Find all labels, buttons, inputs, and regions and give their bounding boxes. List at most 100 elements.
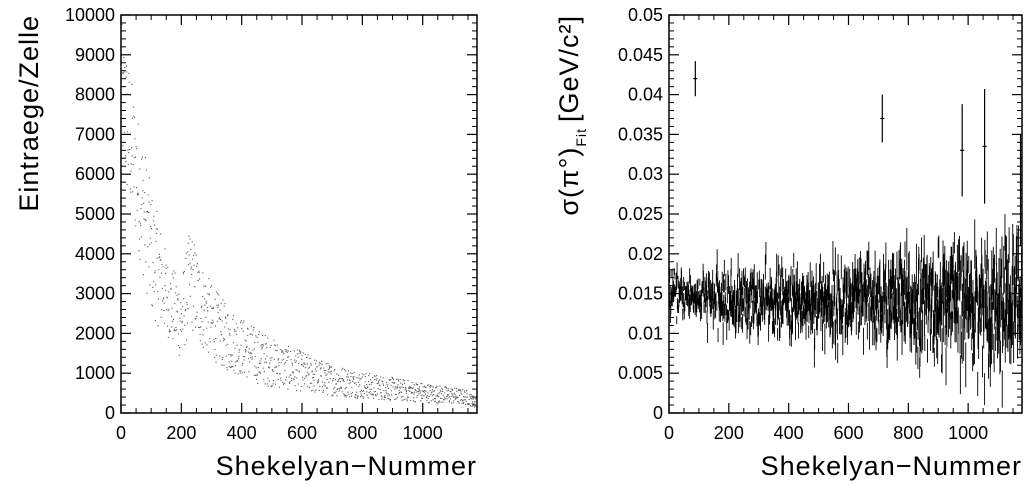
data-point [302, 352, 304, 354]
data-point [219, 309, 221, 311]
data-point [143, 211, 145, 213]
data-point [427, 402, 430, 404]
data-point [330, 366, 332, 368]
data-point [265, 358, 267, 360]
data-point [428, 401, 430, 403]
data-point [389, 379, 391, 381]
x-axis-label: Shekelyan−Nummer [216, 451, 477, 481]
y-label-unit: [GeV/c²] [554, 15, 584, 122]
data-point [246, 376, 248, 378]
plot-frame [668, 14, 1023, 414]
data-point [350, 393, 352, 395]
data-point [401, 399, 403, 401]
data-point [166, 297, 168, 299]
data-point [290, 380, 293, 382]
data-point [190, 266, 192, 268]
data-point [316, 365, 318, 368]
data-point [224, 303, 226, 305]
data-point [214, 356, 216, 359]
data-point [303, 362, 305, 364]
data-point [272, 383, 274, 385]
data-point [401, 383, 404, 385]
data-point [471, 403, 473, 405]
y-tick-label: 7000 [75, 124, 115, 144]
data-point [389, 399, 391, 401]
data-point [284, 361, 287, 363]
data-point [265, 342, 267, 345]
data-point [168, 291, 170, 293]
data-point [278, 362, 280, 364]
data-point [375, 379, 377, 381]
data-point [123, 131, 125, 133]
data-point [347, 376, 349, 378]
data-point [319, 361, 321, 363]
data-point [187, 242, 189, 244]
data-point [319, 385, 321, 387]
data-point [463, 399, 465, 401]
data-point [246, 327, 249, 329]
data-point [333, 370, 335, 372]
data-point [301, 364, 303, 366]
data-point [350, 372, 352, 374]
data-point [202, 334, 204, 336]
data-point [140, 236, 142, 238]
data-point [143, 202, 145, 204]
data-point [247, 328, 249, 330]
data-point [239, 349, 241, 351]
data-point [360, 389, 363, 391]
data-point [328, 365, 330, 367]
data-point [183, 270, 185, 273]
data-point [230, 354, 232, 356]
data-point [137, 123, 139, 125]
data-point [308, 387, 310, 389]
data-point [351, 387, 353, 389]
data-point [440, 390, 442, 393]
data-point [341, 391, 343, 393]
data-point [136, 194, 138, 196]
data-point [182, 328, 184, 330]
data-point [347, 391, 349, 393]
data-point [444, 398, 446, 400]
data-point [157, 228, 159, 230]
x-tick-label: 1000 [948, 423, 988, 443]
data-point [252, 329, 254, 331]
data-point [378, 398, 380, 400]
data-point [223, 305, 225, 307]
data-point [175, 286, 177, 288]
data-point [226, 369, 228, 371]
data-point [263, 371, 265, 373]
data-point [121, 72, 123, 74]
data-point [436, 394, 438, 396]
data-point [212, 319, 214, 321]
data-point [234, 372, 236, 374]
data-point [406, 390, 408, 392]
data-point [377, 380, 379, 382]
data-point [131, 117, 134, 119]
data-point [466, 393, 468, 395]
data-point [161, 287, 163, 289]
data-point [439, 389, 441, 391]
data-point [183, 298, 185, 300]
data-point [198, 278, 201, 280]
data-point [425, 386, 427, 389]
data-point [357, 397, 359, 399]
data-point [174, 303, 176, 305]
data-point [255, 335, 257, 337]
data-point [268, 380, 270, 382]
data-point [280, 362, 282, 364]
data-point [278, 386, 280, 388]
data-point [417, 387, 419, 390]
data-point [276, 349, 278, 351]
data-point [145, 169, 147, 171]
data-point [412, 392, 414, 394]
data-point [428, 384, 430, 386]
data-point [364, 387, 366, 389]
data-point [473, 406, 475, 408]
data-point [349, 396, 351, 398]
data-point [418, 393, 420, 395]
data-point [189, 295, 191, 297]
data-point [461, 402, 463, 404]
data-point [331, 366, 333, 368]
data-point [468, 394, 471, 396]
data-point [442, 401, 444, 403]
